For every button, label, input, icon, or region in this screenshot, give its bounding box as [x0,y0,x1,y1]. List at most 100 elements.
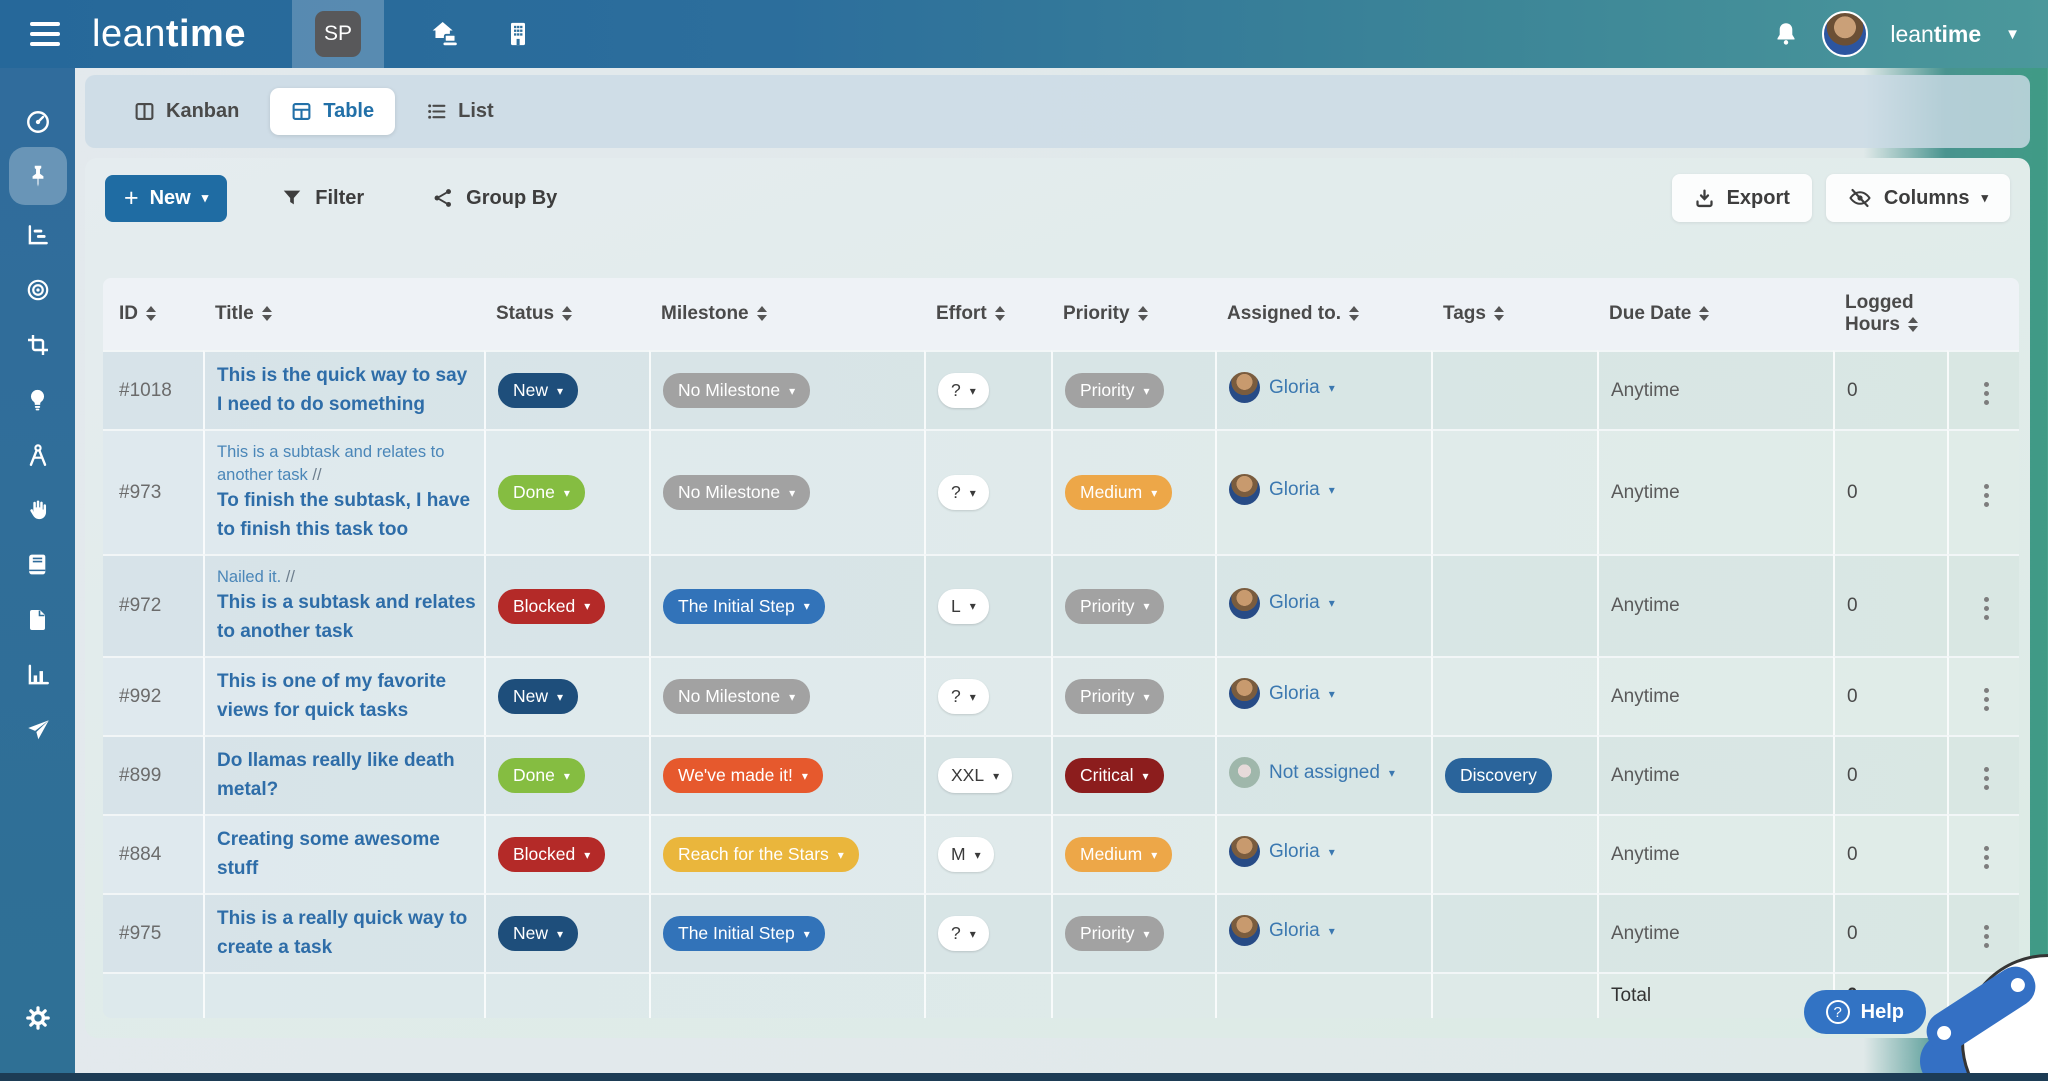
header-tags[interactable]: Tags [1431,278,1597,350]
header-logged-hours[interactable]: Logged Hours [1833,278,1947,350]
due-date[interactable]: Anytime [1597,656,1833,736]
row-menu-button[interactable] [1974,682,1999,717]
sort-icon[interactable] [1137,306,1148,322]
sidebar-item-timeline[interactable] [9,207,67,262]
company-icon[interactable] [504,20,532,48]
assignee-dropdown[interactable]: Gloria ▾ [1229,587,1335,619]
milestone-dropdown[interactable]: No Milestone ▾ [663,475,811,511]
sidebar-item-share[interactable] [9,702,67,757]
milestone-dropdown[interactable]: The Initial Step ▾ [663,916,825,952]
sort-icon[interactable] [1349,306,1360,322]
due-date[interactable]: Anytime [1597,735,1833,815]
due-date[interactable]: Anytime [1597,350,1833,429]
tab-kanban[interactable]: Kanban [113,88,260,135]
sort-icon[interactable] [994,306,1005,322]
header-title[interactable]: Title [203,278,484,350]
sort-icon[interactable] [261,306,272,322]
header-priority[interactable]: Priority [1051,278,1215,350]
sort-icon[interactable] [1699,306,1710,322]
filter-button[interactable]: Filter [267,175,378,222]
milestone-dropdown[interactable]: No Milestone ▾ [663,679,811,715]
header-milestone[interactable]: Milestone [649,278,924,350]
assignee-dropdown[interactable]: Gloria ▾ [1229,474,1335,506]
header-id[interactable]: ID [103,278,203,350]
task-title-link[interactable]: This is a really quick way to create a t… [217,908,468,958]
task-title-link[interactable]: This is one of my favorite views for qui… [217,671,447,721]
sidebar-item-reports[interactable] [9,647,67,702]
task-title-link[interactable]: Creating some awesome stuff [217,829,440,879]
row-menu-button[interactable] [1974,919,1999,954]
sidebar-item-designs[interactable] [9,427,67,482]
new-task-button[interactable]: + New ▾ [105,174,228,222]
status-dropdown[interactable]: New ▾ [498,916,579,952]
status-dropdown[interactable]: Blocked ▾ [498,837,606,873]
priority-dropdown[interactable]: Priority ▾ [1065,916,1165,952]
status-dropdown[interactable]: New ▾ [498,373,579,408]
assignee-dropdown[interactable]: Not assigned ▾ [1229,757,1395,789]
user-avatar[interactable] [1822,11,1869,57]
parent-task-label[interactable]: This is a subtask and relates to another… [217,443,445,485]
assignee-dropdown[interactable]: Gloria ▾ [1229,836,1335,868]
sidebar-item-docs[interactable] [9,537,67,592]
effort-dropdown[interactable]: ? ▾ [938,475,989,511]
sidebar-item-blueprints[interactable] [9,317,67,372]
user-menu[interactable]: leantime [1890,20,1982,47]
current-project-tab[interactable]: SP [291,0,384,68]
effort-dropdown[interactable]: XXL ▾ [938,758,1013,794]
sort-icon[interactable] [1907,317,1918,333]
row-menu-button[interactable] [1974,761,1999,796]
due-date[interactable]: Anytime [1597,554,1833,657]
row-menu-button[interactable] [1974,840,1999,875]
assignee-dropdown[interactable]: Gloria ▾ [1229,915,1335,947]
parent-task-label[interactable]: Nailed it. // [217,568,295,587]
priority-dropdown[interactable]: Critical ▾ [1065,758,1164,794]
priority-dropdown[interactable]: Priority ▾ [1065,588,1165,624]
sidebar-item-pinned[interactable] [8,147,67,205]
sidebar-item-settings[interactable] [9,990,67,1045]
tab-table[interactable]: Table [270,88,396,135]
tab-list[interactable]: List [405,88,515,135]
task-title-link[interactable]: This is the quick way to say I need to d… [217,365,468,415]
status-dropdown[interactable]: New ▾ [498,679,579,715]
sidebar-item-retro[interactable] [9,482,67,537]
assignee-dropdown[interactable]: Gloria ▾ [1229,678,1335,710]
effort-dropdown[interactable]: L ▾ [938,588,989,624]
priority-dropdown[interactable]: Medium ▾ [1065,837,1173,873]
sidebar-item-ideas[interactable] [9,372,67,427]
sort-icon[interactable] [562,306,573,322]
menu-hamburger-icon[interactable] [30,22,60,46]
header-due-date[interactable]: Due Date [1597,278,1833,350]
milestone-dropdown[interactable]: No Milestone ▾ [663,373,811,408]
project-badge[interactable]: SP [314,11,361,57]
status-dropdown[interactable]: Done ▾ [498,475,585,511]
effort-dropdown[interactable]: M ▾ [938,837,994,873]
milestone-dropdown[interactable]: The Initial Step ▾ [663,588,825,624]
row-menu-button[interactable] [1974,478,1999,513]
home-workspace-icon[interactable] [428,18,460,50]
milestone-dropdown[interactable]: We've made it! ▾ [663,758,823,794]
sidebar-item-dashboard[interactable] [9,94,67,149]
header-assigned[interactable]: Assigned to. [1215,278,1431,350]
due-date[interactable]: Anytime [1597,429,1833,555]
group-by-button[interactable]: Group By [418,175,571,222]
effort-dropdown[interactable]: ? ▾ [938,916,989,952]
sidebar-item-goals[interactable] [9,262,67,317]
row-menu-button[interactable] [1974,591,1999,626]
sort-icon[interactable] [146,306,156,322]
header-status[interactable]: Status [484,278,649,350]
task-title-link[interactable]: To finish the subtask, I have to finish … [217,490,471,540]
sidebar-item-files[interactable] [9,592,67,647]
priority-dropdown[interactable]: Priority ▾ [1065,373,1165,408]
sort-icon[interactable] [1493,306,1504,322]
status-dropdown[interactable]: Done ▾ [498,758,585,794]
due-date[interactable]: Anytime [1597,814,1833,894]
columns-button[interactable]: Columns ▾ [1825,174,2010,222]
priority-dropdown[interactable]: Medium ▾ [1065,475,1173,511]
row-menu-button[interactable] [1974,376,1999,411]
priority-dropdown[interactable]: Priority ▾ [1065,679,1165,715]
status-dropdown[interactable]: Blocked ▾ [498,588,606,624]
task-title-link[interactable]: Do llamas really like death metal? [217,750,455,800]
notifications-bell-icon[interactable] [1772,20,1800,48]
effort-dropdown[interactable]: ? ▾ [938,373,989,408]
leantime-logo[interactable]: leantime [92,12,246,55]
